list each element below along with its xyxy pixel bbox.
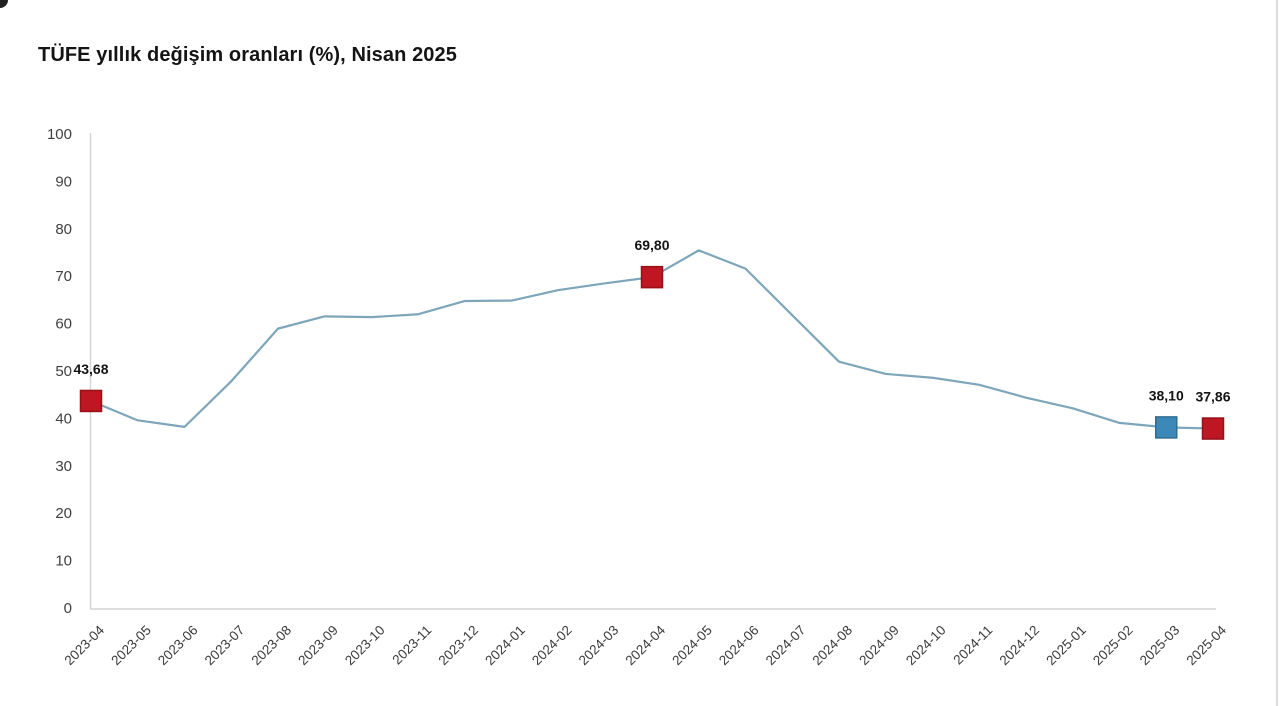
x-tick-label: 2024-09 bbox=[856, 623, 902, 669]
x-tick-label: 2024-12 bbox=[996, 623, 1042, 669]
data-point-marker-2024-04 bbox=[640, 265, 664, 289]
x-tick-label: 2023-05 bbox=[108, 623, 154, 669]
y-tick-label: 60 bbox=[55, 316, 72, 333]
x-tick-label: 2023-06 bbox=[155, 623, 201, 669]
x-tick-label: 2023-10 bbox=[342, 623, 388, 669]
x-tick-label: 2024-01 bbox=[482, 623, 528, 669]
x-tick-label: 2024-03 bbox=[576, 623, 622, 669]
data-point-marker-2025-03 bbox=[1155, 416, 1178, 439]
screenshot-corner-artifact bbox=[0, 0, 8, 8]
y-tick-label: 20 bbox=[55, 505, 72, 522]
x-tick-label: 2023-07 bbox=[202, 623, 248, 669]
y-tick-label: 50 bbox=[55, 363, 72, 380]
x-tick-label: 2024-02 bbox=[529, 623, 575, 669]
x-tick-label: 2023-11 bbox=[389, 623, 434, 668]
y-tick-label: 100 bbox=[47, 126, 72, 143]
x-tick-label: 2025-02 bbox=[1090, 623, 1136, 669]
data-point-label-2024-04: 69,80 bbox=[634, 237, 669, 253]
data-point-label-2025-04: 37,86 bbox=[1195, 389, 1230, 405]
x-tick-label: 2023-04 bbox=[61, 622, 107, 668]
x-tick-label: 2023-08 bbox=[248, 623, 294, 669]
x-tick-label: 2025-01 bbox=[1043, 623, 1089, 669]
y-tick-label: 90 bbox=[55, 173, 72, 190]
data-point-marker-2025-04 bbox=[1201, 417, 1225, 440]
x-tick-label: 2024-05 bbox=[669, 623, 715, 669]
x-tick-label: 2024-06 bbox=[716, 623, 762, 669]
x-tick-label: 2024-07 bbox=[763, 623, 809, 669]
x-tick-label: 2024-11 bbox=[950, 623, 995, 668]
data-point-marker-2023-04 bbox=[79, 389, 103, 413]
data-point-label-2025-03: 38,10 bbox=[1149, 387, 1184, 403]
y-tick-label: 30 bbox=[55, 458, 72, 475]
y-tick-label: 0 bbox=[64, 600, 72, 617]
y-tick-label: 10 bbox=[55, 553, 72, 570]
y-tick-label: 80 bbox=[55, 221, 72, 238]
chart-title: TÜFE yıllık değişim oranları (%), Nisan … bbox=[38, 44, 457, 66]
x-tick-label: 2025-03 bbox=[1137, 623, 1183, 669]
y-tick-label: 70 bbox=[55, 268, 72, 285]
data-point-label-2023-04: 43,68 bbox=[73, 361, 108, 377]
x-tick-label: 2024-10 bbox=[903, 623, 949, 669]
x-tick-label: 2024-08 bbox=[809, 623, 855, 669]
x-tick-label: 2024-04 bbox=[622, 622, 668, 668]
x-tick-label: 2025-04 bbox=[1183, 622, 1229, 668]
right-border-line bbox=[1276, 0, 1278, 706]
x-tick-label: 2023-12 bbox=[435, 623, 481, 669]
x-tick-label: 2023-09 bbox=[295, 623, 341, 669]
y-tick-label: 40 bbox=[55, 410, 72, 427]
